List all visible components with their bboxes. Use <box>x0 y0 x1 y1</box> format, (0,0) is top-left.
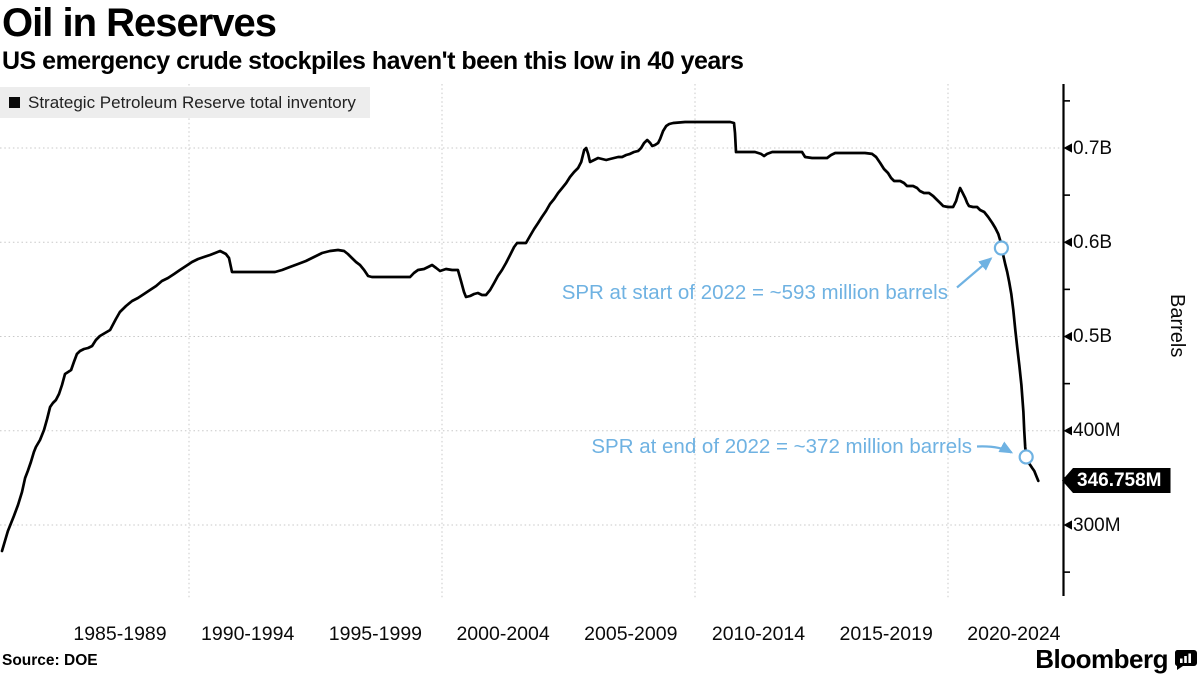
y-axis-unit-label: Barrels <box>1166 294 1188 358</box>
x-tick-label: 2005-2009 <box>584 623 678 645</box>
y-axis <box>1062 84 1072 596</box>
bloomberg-wordmark: Bloomberg <box>1035 644 1168 674</box>
annotation-end-2022: SPR at end of 2022 = ~372 million barrel… <box>591 435 972 458</box>
major-tick-arrow-icon <box>1063 520 1072 530</box>
spr-inventory-line <box>0 120 1040 553</box>
x-tick-label: 2020-2024 <box>967 623 1061 645</box>
y-tick-label: 300M <box>1073 514 1121 536</box>
x-tick-label: 1985-1989 <box>73 623 167 645</box>
arrow-to-end-2022-icon <box>976 441 1014 454</box>
y-tick-label: 0.5B <box>1073 326 1113 347</box>
major-tick-arrow-icon <box>1063 143 1072 153</box>
annotation-point-marker <box>993 240 1009 256</box>
x-tick-label: 2000-2004 <box>456 623 550 645</box>
y-tick-label: 400M <box>1073 420 1121 442</box>
current-value-badge: 346.758M <box>1062 468 1171 493</box>
major-tick-arrow-icon <box>1063 331 1072 342</box>
x-tick-label: 2010-2014 <box>711 623 806 645</box>
x-tick-label: 1990-1994 <box>201 623 295 645</box>
x-tick-label: 2015-2019 <box>839 623 933 645</box>
annotation-start-2022: SPR at start of 2022 = ~593 million barr… <box>561 281 948 304</box>
legend-label: Strategic Petroleum Reserve total invent… <box>28 92 356 112</box>
annotation-point-marker <box>1018 449 1034 465</box>
y-tick-label: 0.7B <box>1073 137 1113 159</box>
page-subtitle: US emergency crude stockpiles haven't be… <box>2 47 744 75</box>
major-tick-arrow-icon <box>1063 426 1072 436</box>
page-title: Oil in Reserves <box>2 1 277 45</box>
major-tick-arrow-icon <box>1063 237 1072 247</box>
annotation-markers <box>993 240 1034 465</box>
bloomberg-logo-icon <box>1175 649 1197 670</box>
x-tick-label: 1995-1999 <box>328 623 423 645</box>
line-series <box>0 120 1040 553</box>
y-tick-label: 0.6B <box>1073 231 1113 253</box>
gridlines <box>0 84 1062 600</box>
legend: Strategic Petroleum Reserve total invent… <box>0 87 370 118</box>
annotation-arrows <box>956 257 1014 454</box>
arrow-to-start-2022-icon <box>956 257 993 289</box>
bloomberg-branding: Bloomberg <box>1035 644 1197 675</box>
legend-black-square-icon <box>9 97 20 108</box>
source-credit: Source: DOE <box>2 652 98 669</box>
